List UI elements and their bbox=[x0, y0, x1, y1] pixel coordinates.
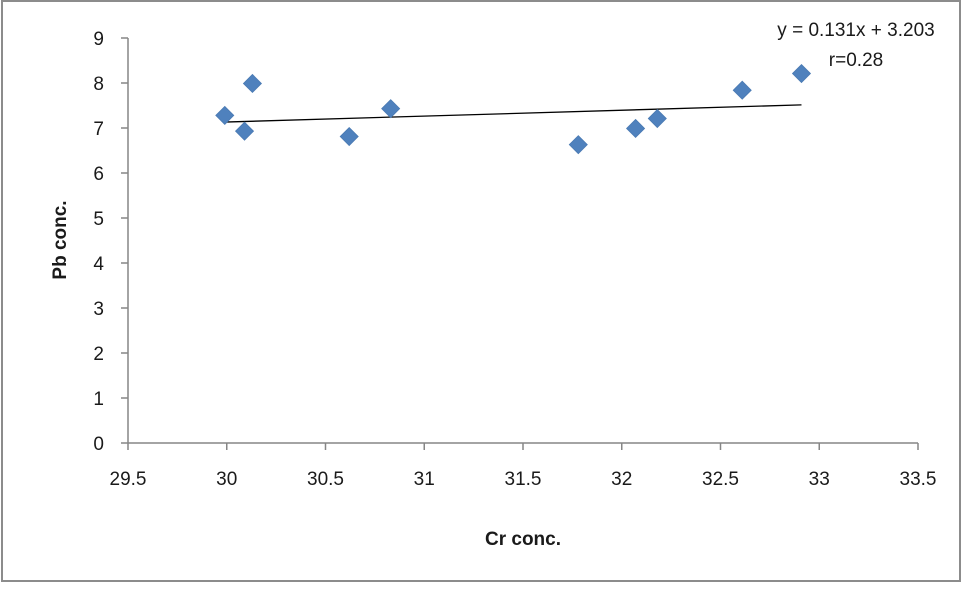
correlation-label: r=0.28 bbox=[829, 50, 883, 71]
data-point bbox=[234, 121, 255, 141]
x-tick-label: 32.5 bbox=[702, 469, 739, 490]
y-tick-label: 2 bbox=[93, 344, 104, 365]
data-point bbox=[215, 105, 235, 125]
trendline bbox=[224, 104, 802, 123]
data-point bbox=[568, 135, 588, 155]
y-tick-label: 9 bbox=[93, 29, 104, 50]
y-tick-label: 7 bbox=[93, 119, 104, 140]
x-tick-label: 31 bbox=[414, 469, 435, 490]
y-tick-label: 5 bbox=[93, 209, 104, 230]
y-tick-label: 4 bbox=[93, 254, 104, 275]
x-tick-label: 31.5 bbox=[505, 469, 542, 490]
x-tick-label: 32 bbox=[611, 469, 632, 490]
data-points bbox=[215, 63, 812, 155]
trendline-group bbox=[224, 104, 802, 123]
x-tick-label: 33 bbox=[809, 469, 830, 490]
y-axis-title: Pb conc. bbox=[50, 200, 71, 279]
trendline-equation: y = 0.131x + 3.203 bbox=[777, 20, 934, 41]
y-tick-label: 0 bbox=[93, 434, 104, 455]
data-point bbox=[626, 118, 646, 139]
x-tick-label: 33.5 bbox=[900, 469, 937, 490]
y-tick-label: 1 bbox=[93, 389, 104, 410]
x-axis-title: Cr conc. bbox=[485, 529, 561, 550]
data-point bbox=[242, 73, 262, 94]
x-tick-label: 30.5 bbox=[307, 469, 344, 490]
chart-border bbox=[1, 0, 961, 582]
axes: 0 1 2 3 4 5 6 7 8 9 29.5 30 30.5 31 31.5 32 32.5 33 33.5 bbox=[93, 29, 936, 490]
x-tick-label: 30 bbox=[216, 469, 237, 490]
data-point bbox=[381, 99, 401, 119]
x-tick-label: 29.5 bbox=[110, 469, 147, 490]
y-tick-label: 6 bbox=[93, 164, 104, 185]
data-point bbox=[339, 126, 359, 147]
data-point bbox=[732, 80, 752, 100]
data-point bbox=[791, 63, 812, 84]
data-point bbox=[647, 108, 667, 129]
y-tick-label: 8 bbox=[93, 74, 104, 95]
y-tick-label: 3 bbox=[93, 299, 104, 320]
